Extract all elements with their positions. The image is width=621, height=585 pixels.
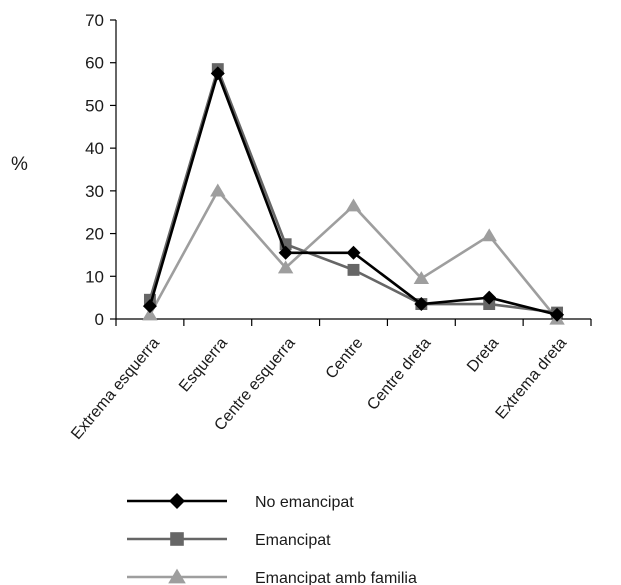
data-point — [278, 245, 293, 260]
data-point — [210, 183, 226, 197]
x-tick-label: Extrema dreta — [493, 335, 571, 423]
series-diamond — [142, 66, 565, 322]
x-tick-label: Centre — [323, 335, 367, 383]
legend-item: Emancipat amb familia — [127, 568, 417, 585]
series-triangle — [142, 183, 565, 325]
series-line — [148, 67, 558, 314]
x-tick-label: Extrema esquerra — [68, 335, 163, 443]
y-tick-label: 40 — [85, 139, 104, 158]
y-axis-ticks: 0 10 20 30 40 50 60 70 — [85, 11, 116, 329]
data-point — [277, 260, 294, 274]
y-tick-label: 70 — [85, 11, 104, 30]
series-line — [148, 72, 558, 316]
x-tick-label: Dreta — [464, 335, 502, 376]
data-point — [210, 66, 225, 81]
legend-marker — [169, 493, 185, 509]
legend-marker — [170, 532, 184, 546]
legend-label: No emancipat — [255, 494, 354, 511]
x-tick-label: Centre dreta — [364, 335, 434, 414]
data-point — [142, 307, 158, 321]
y-tick-label: 30 — [85, 182, 104, 201]
data-point — [346, 245, 361, 260]
x-tick-label: Esquerra — [176, 335, 231, 396]
data-point — [279, 238, 292, 251]
y-tick-label: 60 — [85, 54, 104, 73]
data-point — [413, 271, 430, 285]
y-tick-label: 50 — [85, 96, 104, 115]
data-point — [414, 297, 429, 312]
y-axis-label: % — [11, 154, 28, 175]
legend-item: Emancipat — [127, 532, 331, 549]
series-layer — [142, 63, 565, 325]
legend-label: Emancipat amb familia — [255, 570, 417, 585]
y-tick-label: 20 — [85, 225, 104, 244]
data-point — [347, 263, 360, 276]
data-point — [482, 290, 497, 305]
series-square — [143, 63, 564, 319]
legend: No emancipat Emancipat Emancipat amb famil… — [127, 493, 417, 585]
data-point — [481, 228, 497, 242]
legend-item: No emancipat — [127, 493, 354, 511]
data-point — [345, 198, 362, 212]
data-point — [550, 307, 565, 322]
data-point — [142, 299, 157, 314]
y-tick-label: 0 — [95, 310, 104, 329]
legend-marker — [168, 568, 186, 584]
y-tick-label: 10 — [85, 267, 104, 286]
legend-label: Emancipat — [255, 532, 331, 549]
